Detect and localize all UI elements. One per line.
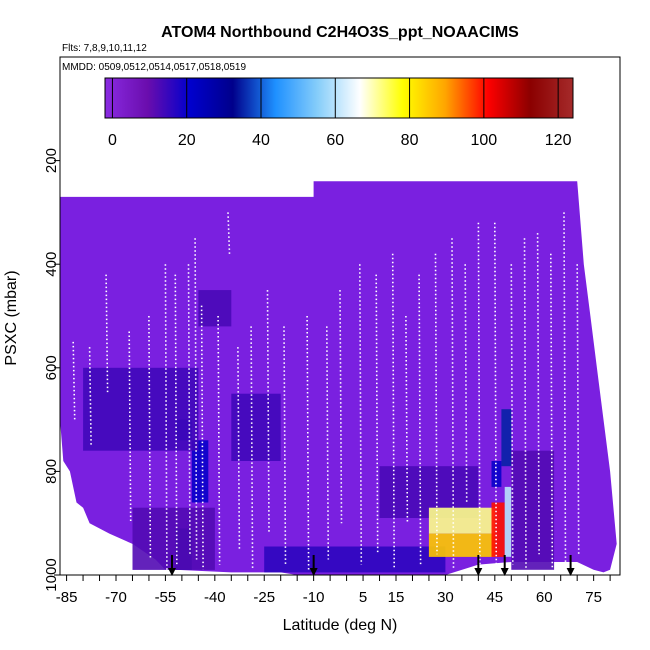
- heatmap-cell: [501, 409, 512, 467]
- colorbar-tick-label: 60: [326, 132, 344, 149]
- flight-track: [194, 238, 198, 560]
- flight-track: [477, 222, 481, 565]
- colorbar-tick-label: 100: [471, 132, 498, 149]
- arrow-marker: [474, 555, 483, 576]
- colorbar-tick-label: 40: [252, 132, 270, 149]
- y-tick-label: 800: [43, 459, 60, 484]
- heatmap-cell: [491, 461, 502, 487]
- y-tick-label: 400: [43, 252, 60, 277]
- arrow-marker: [309, 555, 318, 576]
- y-tick-label: 200: [43, 148, 60, 173]
- colorbar: 0 20 40 60 80 100 120: [104, 77, 574, 149]
- heatmap-cell: [132, 507, 215, 570]
- flight-track: [391, 253, 396, 570]
- flight-track: [451, 238, 455, 570]
- heatmap-cell: [428, 507, 495, 534]
- flight-track: [549, 253, 554, 570]
- heatmap-cell: [83, 367, 199, 451]
- x-tick-label: 45: [486, 589, 503, 606]
- x-tick-label: -85: [56, 589, 78, 606]
- plot-area: [60, 181, 617, 575]
- y-axis-label: PSXC (mbar): [3, 270, 20, 365]
- flight-track: [563, 212, 567, 565]
- flight-track: [237, 347, 241, 550]
- x-tick-label: 75: [585, 589, 602, 606]
- x-tick-label: 15: [388, 589, 405, 606]
- y-tick-label: 600: [43, 355, 60, 380]
- flight-track: [339, 290, 343, 524]
- x-tick-label: 60: [536, 589, 553, 606]
- colorbar-tick-label: 80: [401, 132, 419, 149]
- x-tick-label: -25: [253, 589, 275, 606]
- flight-track: [405, 315, 409, 524]
- x-tick-label: -70: [105, 589, 127, 606]
- heatmap-cell: [198, 290, 232, 327]
- flight-track: [227, 212, 231, 254]
- heatmap-cell: [491, 502, 505, 557]
- dates-subtitle: MMDD: 0509,0512,0514,0517,0518,0519: [62, 62, 246, 73]
- plot-frame: [59, 56, 621, 576]
- flight-track: [174, 274, 178, 565]
- x-axis-label: Latitude (deg N): [283, 617, 398, 634]
- arrow-marker: [566, 555, 575, 576]
- heatmap-cell: [231, 393, 281, 461]
- flight-track: [217, 315, 221, 565]
- chart-title: ATOM4 Northbound C2H4O3S_ppt_NOAACIMS: [161, 24, 519, 41]
- heatmap-cell: [504, 486, 512, 557]
- flight-track: [418, 274, 422, 565]
- flight-track: [576, 264, 580, 555]
- flight-track: [72, 341, 76, 420]
- flight-track: [523, 238, 527, 570]
- colorbar-tick-label: 120: [545, 132, 572, 149]
- flight-track: [88, 347, 92, 446]
- flights-subtitle: Flts: 7,8,9,10,11,12: [62, 43, 147, 54]
- x-tick-label: 30: [437, 589, 454, 606]
- heatmap-cell: [511, 450, 555, 570]
- colorbar-tick-label: 0: [108, 132, 117, 149]
- flight-track: [164, 264, 168, 570]
- y-tick-label: 1000: [43, 558, 60, 591]
- flight-track: [536, 233, 540, 555]
- flight-track: [187, 264, 191, 555]
- heatmap-cell: [264, 546, 446, 573]
- arrow-markers: [168, 555, 575, 576]
- flight-track: [200, 305, 204, 570]
- x-tick-label: -10: [303, 589, 325, 606]
- heatmap-cell: [428, 533, 495, 557]
- x-tick-label: 5: [359, 589, 367, 606]
- x-tick-label: -40: [204, 589, 226, 606]
- flight-track: [326, 326, 330, 560]
- arrow-marker: [500, 555, 509, 576]
- flight-track: [266, 290, 270, 534]
- colorbar-tick-label: 20: [178, 132, 196, 149]
- y-axis: 200 400 600 800 1000: [43, 148, 60, 592]
- flight-track: [250, 326, 254, 570]
- flight-track: [148, 315, 152, 560]
- flight-track: [493, 222, 498, 570]
- arrow-marker: [168, 555, 176, 576]
- flight-track: [375, 274, 379, 555]
- x-axis: -85 -70 -55 -40 -25 -10 5 15 30 45 60 75: [56, 575, 611, 606]
- x-tick-label: -55: [155, 589, 177, 606]
- colorbar-strip: [104, 77, 574, 119]
